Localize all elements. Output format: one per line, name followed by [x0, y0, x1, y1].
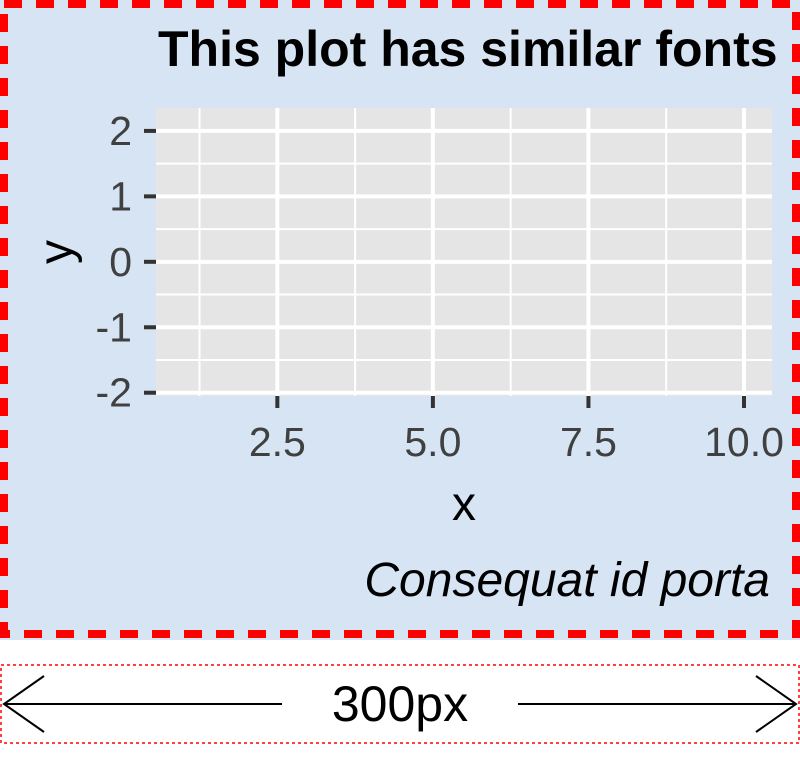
y-tick-label: 0 — [109, 239, 132, 285]
y-tick-label: 1 — [109, 173, 132, 219]
width-label: 300px — [281, 676, 519, 732]
x-tick-label: 2.5 — [249, 419, 306, 465]
chart-caption: Consequat id porta — [364, 554, 770, 607]
left-arrowhead-icon — [2, 675, 45, 733]
x-tick-label: 10.0 — [704, 419, 784, 465]
right-arrowhead-icon — [755, 675, 798, 733]
plot-background: This plot has similar fonts -2 -1 0 1 2 2.5 5.… — [0, 0, 800, 640]
y-tick-label: 2 — [109, 108, 132, 154]
x-axis-title: x — [452, 478, 476, 531]
y-axis-title: y — [30, 240, 83, 264]
y-tick-label: -2 — [96, 370, 132, 416]
y-tick-label: -1 — [96, 304, 132, 350]
x-tick-label: 5.0 — [404, 419, 461, 465]
x-tick-label: 7.5 — [560, 419, 617, 465]
panel-background — [156, 108, 772, 396]
chart-area: -2 -1 0 1 2 2.5 5.0 7.5 10.0 x y — [30, 108, 784, 531]
width-annotation: 300px — [0, 664, 800, 744]
